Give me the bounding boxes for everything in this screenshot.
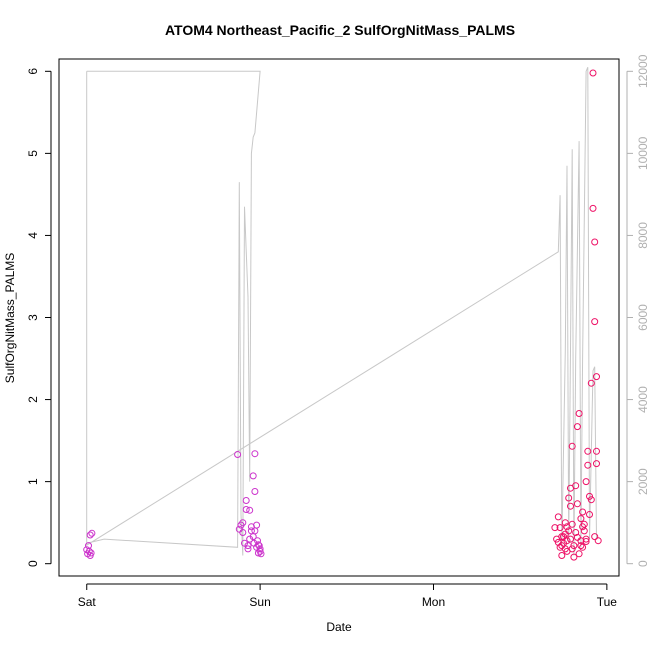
data-point bbox=[563, 537, 571, 545]
data-point bbox=[257, 550, 265, 558]
data-point bbox=[85, 547, 93, 555]
data-point bbox=[565, 494, 573, 502]
data-point bbox=[582, 478, 590, 486]
data-point bbox=[586, 492, 593, 500]
data-point bbox=[579, 523, 587, 531]
data-point bbox=[563, 523, 571, 531]
data-point bbox=[584, 461, 592, 469]
y-tick-label: 5 bbox=[26, 150, 40, 157]
y-tick-label: 6 bbox=[26, 68, 40, 75]
data-point bbox=[255, 542, 263, 550]
y2-tick-label: 12000 bbox=[636, 54, 650, 88]
data-point bbox=[591, 318, 599, 326]
y-tick-label: 4 bbox=[26, 232, 40, 239]
y2-tick-label: 10000 bbox=[636, 136, 650, 170]
chart-title: ATOM4 Northeast_Pacific_2 SulfOrgNitMass… bbox=[165, 22, 515, 38]
data-point bbox=[253, 521, 261, 529]
data-point bbox=[244, 542, 252, 550]
data-point bbox=[577, 542, 585, 550]
data-point bbox=[554, 513, 562, 521]
data-point bbox=[591, 533, 599, 541]
data-point bbox=[242, 497, 250, 504]
y-tick-label: 2 bbox=[26, 396, 40, 403]
data-point bbox=[568, 442, 576, 450]
data-point bbox=[242, 506, 250, 513]
data-point bbox=[249, 472, 257, 480]
y-tick-label: 3 bbox=[26, 314, 40, 321]
data-point bbox=[584, 447, 592, 455]
data-point bbox=[587, 379, 595, 387]
y-tick-label: 1 bbox=[26, 478, 40, 485]
data-point bbox=[241, 539, 248, 547]
data-point bbox=[567, 535, 574, 543]
data-point bbox=[570, 542, 578, 550]
x-axis-label: Date bbox=[326, 620, 352, 634]
data-point bbox=[254, 541, 262, 549]
data-point bbox=[567, 484, 574, 492]
x-tick-label: Tue bbox=[597, 595, 618, 609]
data-point bbox=[575, 410, 583, 417]
data-point bbox=[573, 423, 581, 431]
data-point bbox=[558, 542, 566, 550]
data-point bbox=[572, 529, 580, 536]
x-tick-label: Mon bbox=[422, 595, 445, 609]
data-point bbox=[561, 530, 569, 538]
data-point bbox=[88, 529, 96, 537]
data-point bbox=[558, 552, 566, 559]
data-point bbox=[256, 545, 264, 553]
data-point bbox=[593, 447, 600, 455]
data-point bbox=[86, 531, 94, 539]
data-point bbox=[251, 488, 259, 495]
data-point bbox=[251, 527, 259, 535]
y2-tick-label: 2000 bbox=[636, 468, 650, 495]
data-point bbox=[244, 545, 252, 553]
data-point bbox=[561, 519, 569, 527]
data-point bbox=[567, 502, 574, 510]
data-point bbox=[593, 460, 600, 468]
data-point bbox=[87, 549, 95, 557]
y2-tick-label: 4000 bbox=[636, 386, 650, 413]
secondary-series-line bbox=[86, 67, 597, 556]
y2-tick-label: 0 bbox=[636, 560, 650, 567]
data-point bbox=[587, 496, 595, 504]
y2-tick-label: 8000 bbox=[636, 222, 650, 249]
data-point bbox=[579, 508, 587, 516]
data-point bbox=[582, 538, 590, 545]
data-point bbox=[239, 529, 247, 536]
data-point bbox=[568, 545, 576, 553]
data-point bbox=[586, 511, 593, 518]
x-tick-label: Sat bbox=[78, 595, 97, 609]
y-axis-label: SulfOrgNitMass_PALMS bbox=[3, 253, 17, 383]
data-point bbox=[556, 524, 564, 532]
data-point bbox=[234, 451, 242, 458]
data-point bbox=[593, 373, 600, 381]
y-tick-label: 0 bbox=[26, 560, 40, 567]
data-point bbox=[594, 537, 602, 545]
data-point bbox=[254, 537, 261, 545]
data-point bbox=[575, 550, 583, 558]
y2-tick-label: 6000 bbox=[636, 304, 650, 331]
series-layer bbox=[83, 67, 602, 561]
data-point bbox=[570, 553, 578, 561]
data-point bbox=[589, 204, 597, 212]
data-point bbox=[582, 535, 590, 543]
data-point bbox=[246, 506, 254, 514]
data-point bbox=[251, 450, 259, 458]
data-point bbox=[579, 543, 587, 551]
data-point bbox=[589, 69, 597, 77]
data-point bbox=[239, 519, 247, 527]
data-point bbox=[591, 238, 599, 246]
axis-layer: 0 1 2 3 4 5 6 0 2000 4000 6000 8000 10000 12000 Sat Sun… bbox=[26, 54, 650, 609]
data-point bbox=[551, 524, 559, 532]
x-tick-label: Sun bbox=[249, 595, 270, 609]
data-point bbox=[580, 527, 588, 535]
plot-frame bbox=[58, 58, 620, 577]
data-point bbox=[573, 500, 581, 508]
data-point bbox=[577, 515, 585, 523]
